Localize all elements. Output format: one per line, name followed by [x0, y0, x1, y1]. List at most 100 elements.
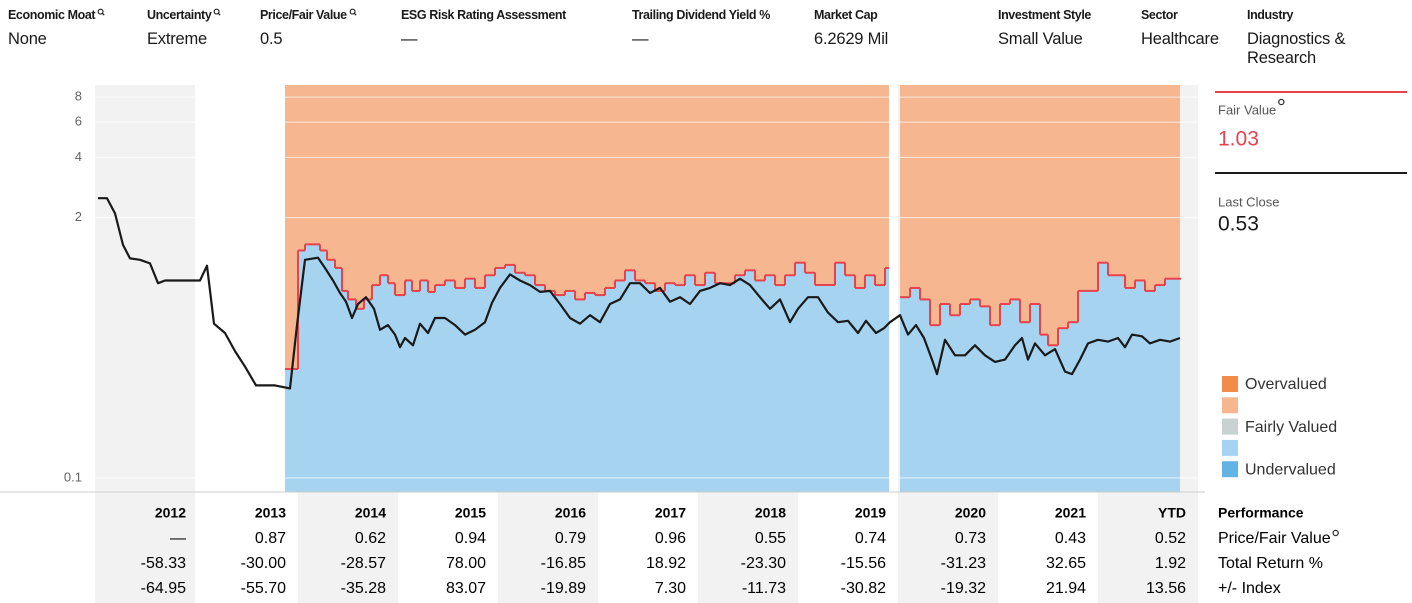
overvalued-zone	[605, 85, 615, 288]
table-cell: 1.92	[1155, 555, 1186, 572]
undervalued-zone	[635, 280, 645, 492]
undervalued-zone	[305, 244, 320, 492]
column-shade	[95, 85, 195, 603]
field-label-text: Trailing Dividend Yield %	[632, 8, 770, 22]
overvalued-zone	[910, 85, 920, 288]
overvalued-zone	[455, 85, 465, 288]
undervalued-zone	[372, 285, 380, 492]
overvalued-zone	[525, 85, 535, 276]
field-label-text: Market Cap	[814, 8, 878, 22]
undervalued-zone	[1108, 275, 1125, 492]
undervalued-zone	[930, 325, 940, 492]
overvalued-zone	[765, 85, 775, 276]
info-icon	[1278, 98, 1285, 106]
legend-swatch	[1222, 376, 1238, 392]
header-field: Price/Fair Value 0.5	[260, 8, 357, 49]
undervalued-zone	[615, 280, 625, 492]
info-icon	[349, 8, 357, 16]
overvalued-zone	[395, 85, 405, 296]
undervalued-zone	[1125, 287, 1135, 492]
table-cell: 0.73	[955, 530, 986, 547]
overvalued-zone	[285, 85, 298, 370]
year-header: YTD	[1158, 505, 1186, 521]
overvalued-zone	[745, 85, 755, 271]
table-title: Performance	[1218, 505, 1304, 521]
overvalued-zone	[1000, 85, 1010, 304]
field-label: ESG Risk Rating Assessment	[401, 8, 566, 22]
table-cell: -30.00	[241, 555, 286, 572]
table-cell: —	[170, 530, 186, 547]
field-value: Extreme	[147, 30, 208, 48]
year-header: 2019	[855, 505, 886, 521]
field-label: Market Cap	[814, 8, 888, 22]
year-header: 2017	[655, 505, 686, 521]
undervalued-zone	[605, 287, 615, 492]
undervalued-zone	[655, 290, 665, 492]
year-header: 2016	[555, 505, 586, 521]
header-field: Sector Healthcare	[1141, 8, 1219, 49]
overvalued-zone	[1040, 85, 1048, 335]
field-label-text: Uncertainty	[147, 8, 212, 22]
price-line	[98, 197, 1181, 390]
header-field: Market Cap 6.2629 Mil	[814, 8, 888, 49]
overvalued-zone	[665, 85, 675, 284]
overvalued-zone	[1010, 85, 1020, 300]
table-cell: 7.30	[655, 580, 686, 597]
undervalued-zone	[960, 303, 970, 492]
table-cell: 0.62	[355, 530, 386, 547]
overvalued-zone	[515, 85, 525, 273]
overvalued-zone	[655, 85, 665, 291]
row-label: Price/Fair Value	[1218, 530, 1331, 547]
field-label: Trailing Dividend Yield %	[632, 8, 770, 22]
overvalued-zone	[545, 85, 555, 291]
header-field: Investment Style Small Value	[998, 8, 1091, 49]
field-label: Uncertainty	[147, 8, 221, 22]
undervalued-zone	[435, 285, 445, 492]
overvalued-zone	[970, 85, 980, 300]
undervalued-zone	[950, 315, 960, 492]
undervalued-zone	[845, 275, 855, 492]
overvalued-zone	[372, 85, 380, 286]
undervalued-zone	[565, 290, 575, 492]
overvalued-zone	[1068, 85, 1078, 323]
undervalued-zone	[1078, 290, 1098, 492]
undervalued-zone	[515, 272, 525, 492]
undervalued-zone	[412, 290, 420, 492]
last-close: 0.53	[1218, 213, 1259, 236]
overvalued-zone	[1108, 85, 1125, 276]
undervalued-zone	[875, 285, 885, 492]
undervalued-zone	[380, 275, 388, 492]
undervalued-zone	[695, 285, 705, 492]
undervalued-zone	[1058, 328, 1068, 492]
field-label-text: Sector	[1141, 8, 1178, 22]
legend-swatch	[1222, 418, 1238, 435]
overvalued-zone	[298, 85, 305, 251]
undervalued-zone	[1030, 303, 1040, 492]
field-label: Industry	[1247, 8, 1367, 22]
undervalued-zone	[388, 283, 395, 492]
table-cell: -31.23	[941, 555, 986, 572]
overvalued-zone	[1048, 85, 1058, 346]
fair-value: 1.03	[1218, 128, 1259, 151]
table-cell: 0.52	[1155, 530, 1186, 547]
overvalued-zone	[335, 85, 342, 268]
overvalued-zone	[505, 85, 515, 265]
field-label: Sector	[1141, 8, 1219, 22]
undervalued-zone	[585, 292, 595, 492]
overvalued-zone	[1155, 85, 1165, 286]
info-icon	[97, 8, 105, 16]
overvalued-zone	[815, 85, 835, 286]
undervalued-zone	[855, 287, 865, 492]
undervalued-zone	[1040, 334, 1048, 492]
overvalued-zone	[795, 85, 805, 263]
table-cell: -58.33	[141, 555, 186, 572]
overvalued-zone	[715, 85, 735, 284]
overvalued-zone	[565, 85, 575, 291]
undervalued-zone	[1048, 345, 1058, 492]
overvalued-zone	[855, 85, 865, 288]
table-cell: -55.70	[241, 580, 286, 597]
legend-swatch	[1222, 461, 1238, 478]
header-field: Economic Moat None	[8, 8, 105, 49]
table-cell: -19.89	[541, 580, 586, 597]
